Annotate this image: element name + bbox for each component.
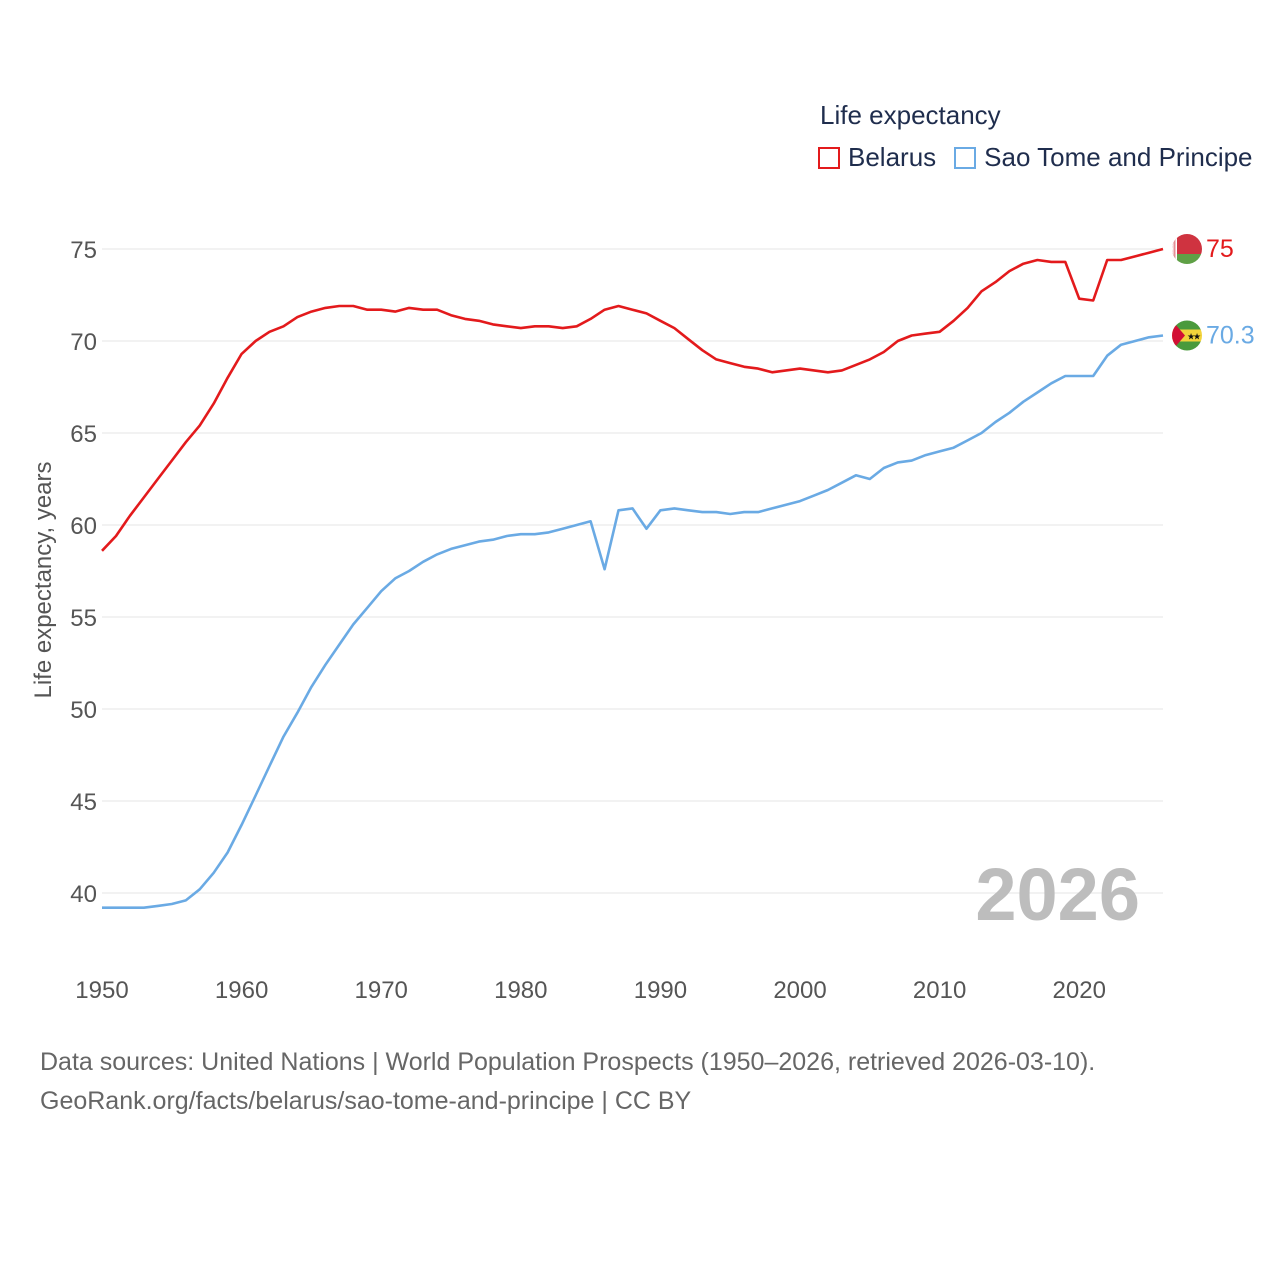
x-tick-label: 1970 xyxy=(355,977,408,1004)
series-lines xyxy=(101,247,1164,910)
legend-label-sao-tome: Sao Tome and Principe xyxy=(984,142,1253,172)
x-tick-label: 2010 xyxy=(913,977,966,1004)
source-note: Data sources: United Nations | World Pop… xyxy=(40,1043,1095,1121)
x-tick-label: 1950 xyxy=(75,977,128,1004)
y-axis-ticks: 40 45 50 55 60 65 70 75 xyxy=(70,237,97,908)
sao-tome-flag-icon: ★ ★ xyxy=(1172,320,1202,351)
x-axis-ticks: 1950 1960 1970 1980 1990 2000 2010 2020 xyxy=(75,977,1106,1004)
source-line-2: GeoRank.org/facts/belarus/sao-tome-and-p… xyxy=(40,1087,692,1115)
legend-swatch-belarus xyxy=(818,146,840,169)
y-tick-label: 55 xyxy=(70,605,97,632)
legend: Belarus Sao Tome and Principe xyxy=(818,142,1271,173)
legend-swatch-sao-tome xyxy=(954,146,977,169)
x-tick-label: 1990 xyxy=(634,977,687,1004)
svg-text:★: ★ xyxy=(1187,333,1195,343)
svg-text:★: ★ xyxy=(1193,333,1201,343)
year-label: 2026 xyxy=(975,853,1140,936)
x-tick-label: 2020 xyxy=(1053,977,1106,1004)
gridlines xyxy=(102,248,1163,894)
y-tick-label: 45 xyxy=(70,789,97,816)
y-tick-label: 40 xyxy=(70,881,97,908)
x-tick-label: 1980 xyxy=(494,977,547,1004)
y-tick-label: 70 xyxy=(70,329,97,356)
y-tick-label: 75 xyxy=(70,237,97,264)
legend-item-sao-tome[interactable]: Sao Tome and Principe xyxy=(954,142,1253,173)
legend-title: Life expectancy xyxy=(820,100,1001,130)
y-tick-label: 60 xyxy=(70,513,97,540)
series-line-sao-tome xyxy=(102,334,1164,910)
belarus-end-label: 75 xyxy=(1206,235,1234,263)
belarus-flag-icon xyxy=(1172,234,1202,264)
y-axis-label: Life expectancy, years xyxy=(30,461,57,698)
x-tick-label: 2000 xyxy=(773,977,826,1004)
sao-tome-end-label: 70.3 xyxy=(1206,322,1255,350)
x-tick-label: 1960 xyxy=(215,977,268,1004)
source-line-1: Data sources: United Nations | World Pop… xyxy=(40,1048,1096,1076)
y-tick-label: 50 xyxy=(70,697,97,724)
legend-label-belarus: Belarus xyxy=(848,142,937,172)
y-tick-label: 65 xyxy=(70,421,97,448)
legend-item-belarus[interactable]: Belarus xyxy=(818,142,936,173)
series-line-belarus xyxy=(101,247,1164,552)
